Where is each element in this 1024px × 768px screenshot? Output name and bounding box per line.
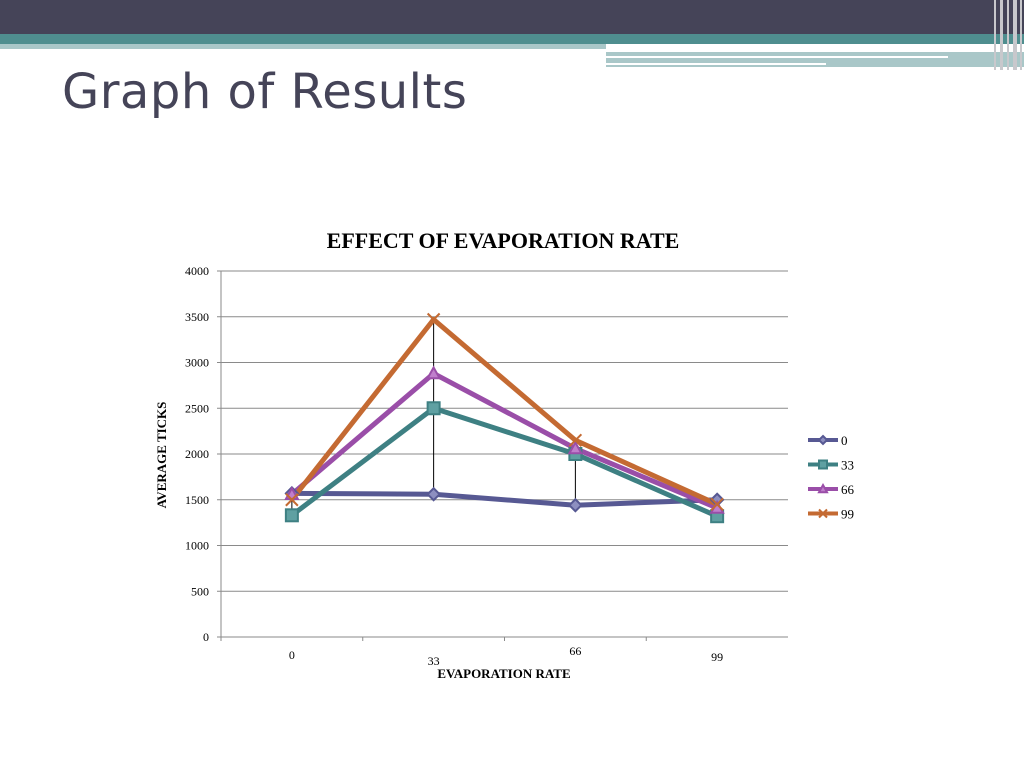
series-line-99 (289, 316, 719, 507)
series-line-66 (290, 370, 719, 511)
legend-label: 99 (841, 507, 854, 522)
x-axis-ticks: 0 33 66 99 (220, 637, 723, 668)
series-lines (284, 312, 725, 524)
marker-diamond (817, 434, 829, 446)
accent-line-2 (606, 63, 826, 65)
y-tick-label: 0 (203, 630, 209, 644)
accent-gap (606, 44, 1024, 52)
y-tick-label: 3000 (185, 356, 209, 370)
marker-x-stroke (818, 508, 828, 519)
y-tick-label: 3500 (185, 310, 209, 324)
marker-x (285, 493, 299, 507)
marker-x (710, 497, 724, 512)
marker-x-stroke (285, 493, 299, 507)
top-bar (0, 0, 1024, 34)
y-tick-label: 4000 (185, 264, 209, 278)
x-tick-label: 99 (711, 650, 723, 664)
marker-triangle (425, 365, 442, 380)
y-tick-label: 2500 (185, 401, 209, 415)
x-tick-label: 0 (289, 648, 295, 662)
series-line-33 (290, 405, 719, 519)
y-axis-ticks: 0 500 1000 1500 2000 2500 3000 3500 4000 (185, 264, 209, 644)
legend-label: 33 (841, 458, 854, 473)
accent-stripe-left (0, 44, 606, 49)
marker-x-stroke (426, 312, 441, 327)
x-axis-label: EVAPORATION RATE (437, 666, 570, 681)
marker-square (284, 508, 299, 523)
slide-title: Graph of Results (62, 64, 468, 120)
y-tick-label: 1000 (185, 539, 209, 553)
marker-diamond (567, 497, 583, 513)
marker-diamond (426, 486, 442, 502)
x-tick-label: 33 (428, 654, 440, 668)
marker-triangle (567, 440, 584, 455)
legend-label: 0 (841, 433, 848, 448)
y-tick-label: 1500 (185, 493, 209, 507)
chart-grid (217, 270, 788, 638)
y-axis-label: AVERAGE TICKS (154, 402, 169, 509)
marker-square (818, 459, 828, 470)
x-tick-label: 66 (569, 644, 581, 658)
marker-x (818, 508, 828, 519)
y-tick-label: 500 (191, 584, 209, 598)
y-tick-label: 2000 (185, 447, 209, 461)
legend-label: 66 (841, 482, 855, 497)
marker-square (426, 401, 441, 416)
series-line-0 (291, 490, 718, 508)
marker-x (426, 312, 441, 327)
chart-legend: 0 33 66 99 (808, 433, 855, 522)
accent-line-1 (606, 56, 948, 58)
chart-title: EFFECT OF EVAPORATION RATE (327, 228, 680, 253)
corner-decoration (990, 0, 1024, 70)
accent-band (0, 34, 1024, 44)
marker-x-stroke (710, 497, 724, 512)
marker-x (568, 433, 583, 447)
marker-triangle (817, 482, 829, 494)
marker-x-stroke (568, 433, 583, 447)
